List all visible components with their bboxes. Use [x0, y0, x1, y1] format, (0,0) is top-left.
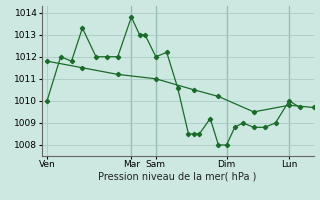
X-axis label: Pression niveau de la mer( hPa ): Pression niveau de la mer( hPa ) [99, 172, 257, 182]
